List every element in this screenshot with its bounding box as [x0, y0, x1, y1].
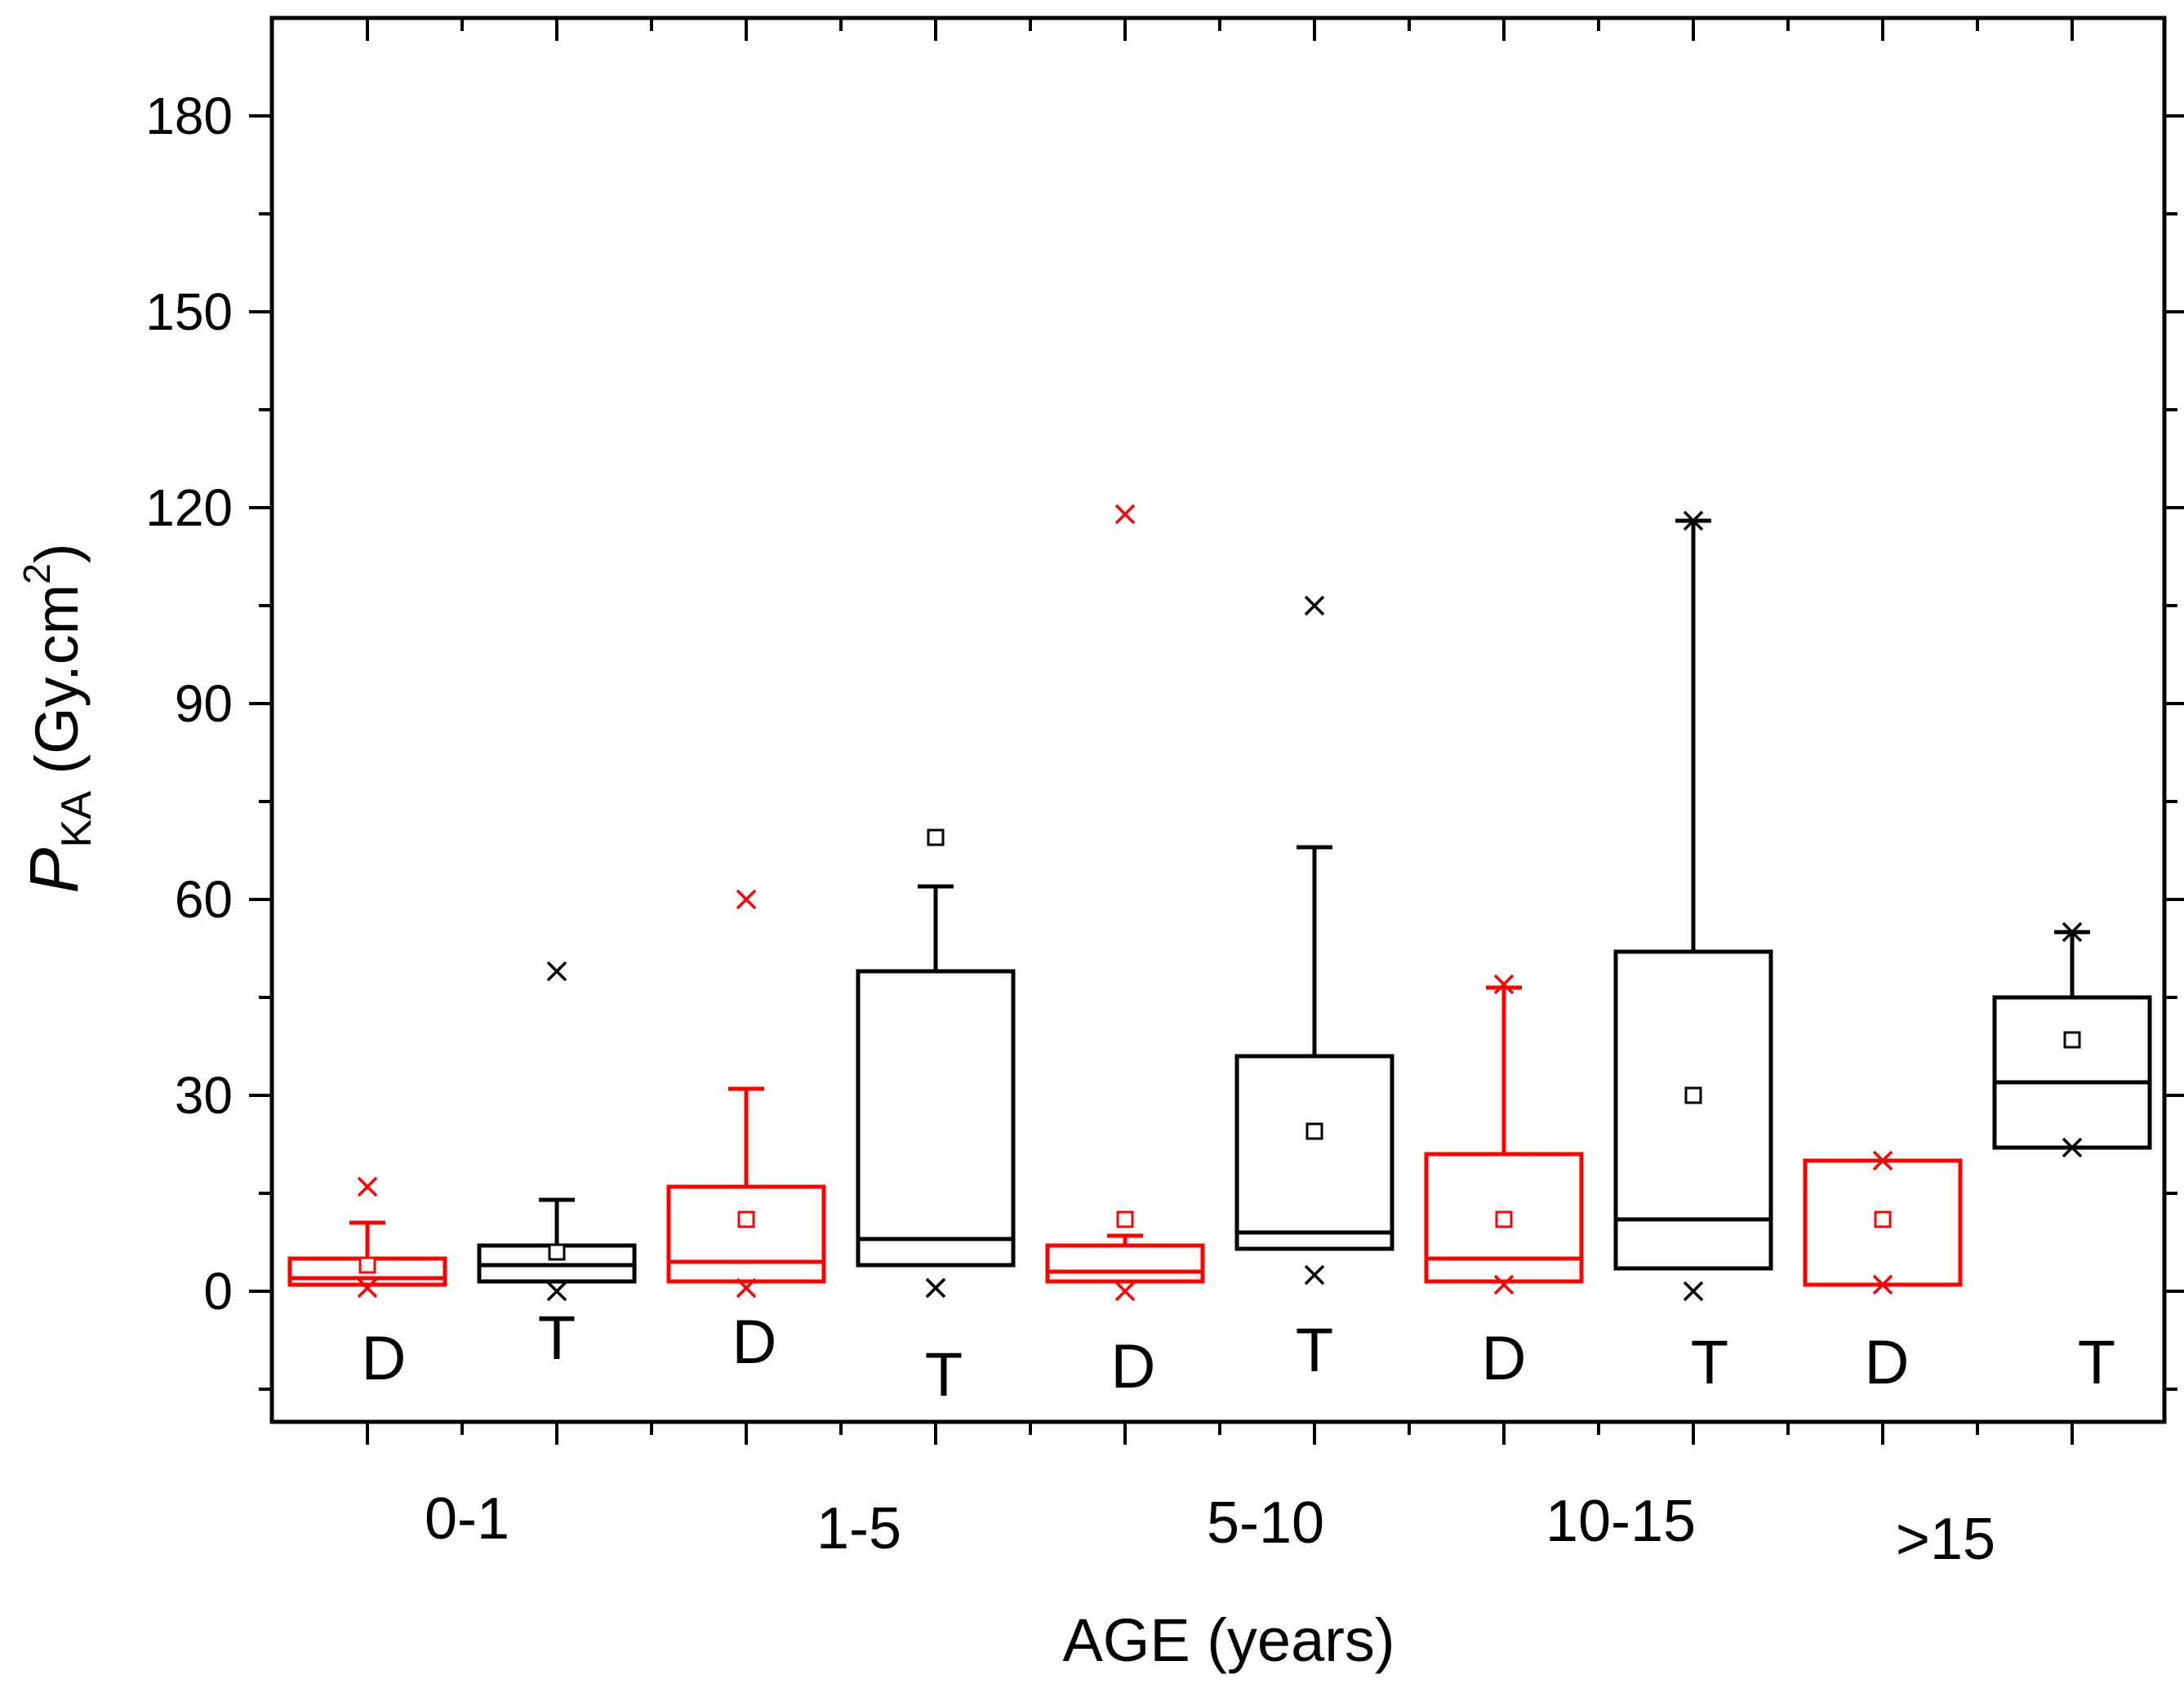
min-marker-stroke-b	[357, 1277, 378, 1299]
box-letter-D: D	[1865, 1328, 1910, 1397]
y-tick-label: 180	[145, 87, 233, 145]
box-letter-T: T	[1691, 1328, 1728, 1397]
y-axis-title-unit: (Gy.cm	[23, 584, 91, 791]
mean-marker	[548, 1243, 566, 1261]
box->15-T	[1992, 921, 2152, 1158]
min-marker-stroke-b	[2062, 1137, 2083, 1158]
y-axis-title: PKA (Gy.cm2)	[16, 543, 100, 893]
x-group-label: 1-5	[816, 1496, 901, 1561]
box-letter-T: T	[925, 1340, 963, 1410]
max-marker-stroke-b	[736, 889, 757, 910]
x-group-label: >15	[1896, 1507, 1995, 1572]
box-5-10-T	[1234, 595, 1394, 1286]
y-tick-label: 150	[145, 282, 233, 341]
interquartile-box	[1992, 995, 2152, 1150]
max-marker-stroke-b	[1683, 510, 1704, 531]
y-axis-title-superscript: 2	[16, 563, 58, 584]
box-5-10-D	[1045, 504, 1205, 1302]
max-marker-stroke-b	[2062, 921, 2083, 943]
interquartile-box	[666, 1184, 826, 1284]
min-marker-stroke-b	[1872, 1274, 1893, 1295]
max-marker-stroke-b	[546, 961, 567, 982]
x-group-label: 10-15	[1546, 1489, 1696, 1554]
y-axis-title-main: P	[16, 848, 92, 894]
box-letter-D: D	[732, 1308, 777, 1377]
interquartile-box	[1234, 1054, 1394, 1251]
x-axis-title: AGE (years)	[1062, 1606, 1394, 1674]
y-tick-label: 90	[175, 674, 233, 733]
max-marker-stroke-b	[1493, 974, 1515, 995]
max-marker-stroke-b	[357, 1176, 378, 1197]
mean-marker	[1874, 1210, 1892, 1228]
mean-marker	[1684, 1086, 1702, 1104]
y-axis-title-unit-close: )	[23, 543, 91, 563]
box-series	[287, 504, 2152, 1302]
min-marker-stroke-b	[1304, 1264, 1325, 1286]
box-letter-D: D	[1111, 1332, 1156, 1401]
min-marker-stroke-b	[736, 1277, 757, 1299]
box-letter-D: D	[1482, 1324, 1527, 1393]
mean-marker	[1495, 1210, 1513, 1228]
interquartile-box	[1045, 1243, 1205, 1284]
box-letter-T: T	[538, 1303, 576, 1373]
min-marker-stroke-b	[1114, 1281, 1136, 1302]
max-marker-stroke-b	[1304, 595, 1325, 616]
axis-ticks	[249, 18, 2184, 1445]
mean-marker	[737, 1210, 755, 1228]
interquartile-box	[1424, 1152, 1584, 1284]
box-letter-D: D	[362, 1324, 407, 1393]
box-letter-T: T	[2078, 1328, 2115, 1397]
box->15-D	[1803, 1150, 1963, 1295]
max-marker-stroke-b	[1872, 1150, 1893, 1171]
y-tick-label: 0	[203, 1262, 233, 1321]
box-letter-T: T	[1296, 1316, 1333, 1385]
y-axis-title-subscript: KA	[53, 791, 100, 848]
interquartile-box	[856, 969, 1016, 1268]
mean-marker	[2063, 1031, 2081, 1049]
box-1-5-T	[856, 828, 1016, 1299]
min-marker-stroke-b	[1493, 1274, 1515, 1295]
x-group-label: 0-1	[425, 1486, 509, 1552]
x-tick-labels: 0-1 1-5 5-10 10-15 >15	[425, 1486, 1995, 1572]
x-group-label: 5-10	[1207, 1490, 1324, 1556]
mean-marker	[1306, 1122, 1323, 1140]
mean-marker	[927, 828, 945, 846]
interquartile-box	[1613, 949, 1773, 1271]
max-marker-stroke-b	[1114, 504, 1136, 525]
y-tick-label: 120	[145, 478, 233, 537]
y-tick-label: 30	[175, 1066, 233, 1125]
mean-marker	[1116, 1210, 1134, 1228]
y-tick-labels: 0 30 60 90 120 150 180	[145, 87, 233, 1321]
min-marker-stroke-b	[1683, 1281, 1704, 1302]
box-0-1-T	[477, 961, 637, 1302]
min-marker-stroke-b	[546, 1281, 567, 1302]
mean-marker	[358, 1256, 376, 1274]
box-10-15-D	[1424, 974, 1584, 1295]
box-0-1-D	[287, 1176, 447, 1299]
max-marker-stroke-b	[925, 1277, 946, 1299]
y-tick-label: 60	[175, 870, 233, 929]
box-10-15-T	[1613, 510, 1773, 1302]
box-1-5-D	[666, 889, 826, 1299]
